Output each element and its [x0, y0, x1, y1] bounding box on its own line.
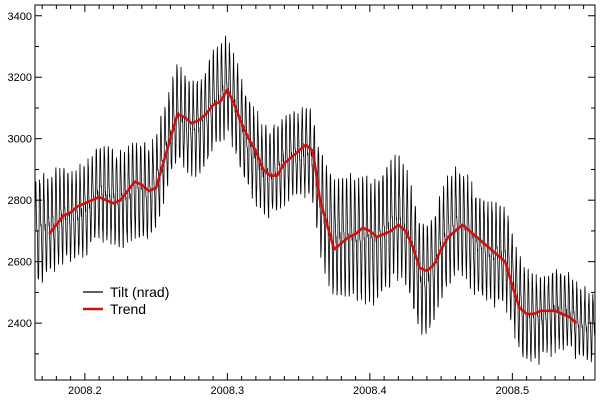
- legend-label-tilt: Tilt (nrad): [110, 284, 169, 300]
- legend-label-trend: Trend: [110, 301, 146, 317]
- x-tick-label: 2008.5: [496, 385, 530, 397]
- x-tick-label: 2008.3: [211, 385, 245, 397]
- y-tick-label: 3000: [8, 134, 32, 146]
- y-tick-label: 3400: [8, 11, 32, 23]
- y-tick-label: 2800: [8, 195, 32, 207]
- x-tick-label: 2008.4: [353, 385, 387, 397]
- axis-layer: 2400 2600 2800 3000 3200 3400 2008.2 2008.3 2008…: [8, 5, 595, 397]
- y-tick-label: 2600: [8, 257, 32, 269]
- plot-frame: [34, 4, 596, 381]
- x-tick-label: 2008.2: [68, 385, 102, 397]
- y-tick-label: 2400: [8, 318, 32, 330]
- series-layer: [35, 35, 595, 365]
- legend: Tilt (nrad) Trend: [83, 284, 169, 317]
- y-tick-label: 3200: [8, 72, 32, 84]
- plot-area: [35, 5, 595, 380]
- series-trend-line: [48, 88, 578, 325]
